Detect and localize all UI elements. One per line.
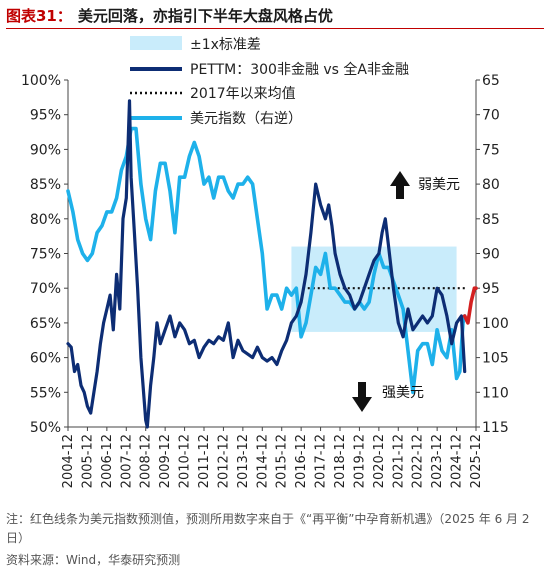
down-arrow-icon: [352, 382, 372, 412]
y-left-tick-label: 100%: [21, 73, 61, 89]
y-right-tick-label: 75: [482, 142, 500, 158]
x-tick-label: 2010-12: [178, 434, 193, 488]
y-right-tick-label: 65: [482, 73, 500, 89]
series-line: [66, 99, 467, 429]
legend-label: PETTM：300非金融 vs 全A非金融: [190, 61, 409, 78]
figure-title: 美元回落，亦指引下半年大盘风格占优: [77, 7, 333, 25]
x-tick-label: 2017-12: [314, 434, 329, 488]
y-left-tick-label: 65%: [30, 316, 61, 332]
y-left-tick-label: 70%: [30, 281, 61, 297]
y-right-tick-label: 105: [482, 351, 509, 367]
figure-number: 图表31：: [6, 7, 72, 25]
y-right-tick-label: 115: [482, 420, 509, 436]
y-left-tick-label: 75%: [30, 247, 61, 263]
y-left-tick-label: 80%: [30, 212, 61, 228]
x-tick-label: 2020-12: [372, 434, 387, 488]
y-right-tick-label: 110: [482, 385, 509, 401]
up-arrow-icon: [390, 171, 410, 199]
legend-label: 2017年以来均值: [190, 86, 296, 102]
series-line: [462, 286, 478, 325]
x-tick-label: 2004-12: [61, 434, 76, 488]
y-right-tick-label: 100: [482, 316, 509, 332]
figure-title-bar: 图表31： 美元回落，亦指引下半年大盘风格占优: [6, 4, 544, 29]
x-tick-label: 2013-12: [236, 434, 251, 488]
y-right-tick-label: 95: [482, 281, 500, 297]
x-tick-label: 2015-12: [275, 434, 290, 488]
legend-label: ±1x标准差: [190, 37, 261, 53]
chart-note: 注：红色线条为美元指数预测值，预测所用数字来自于《“再平衡”中孕育新机遇》（20…: [6, 512, 530, 545]
x-tick-label: 2011-12: [197, 434, 212, 488]
x-tick-label: 2006-12: [100, 434, 115, 488]
y-left-tick-label: 60%: [30, 351, 61, 367]
x-tick-label: 2016-12: [294, 434, 309, 488]
x-tick-label: 2019-12: [352, 434, 367, 488]
x-tick-label: 2012-12: [216, 434, 231, 488]
series-line: [66, 126, 467, 395]
weak-usd-label: 弱美元: [418, 177, 460, 193]
strong-usd-label: 强美元: [382, 385, 424, 401]
x-tick-label: 2025-12: [469, 434, 484, 488]
y-left-tick-label: 55%: [30, 385, 61, 401]
x-tick-label: 2018-12: [333, 434, 348, 488]
y-left-tick-label: 90%: [30, 142, 61, 158]
legend-label: 美元指数（右逆）: [190, 111, 302, 127]
y-left-tick-label: 50%: [30, 420, 61, 436]
legend-swatch-band: [130, 36, 182, 50]
series-layer: [66, 99, 478, 429]
y-left-tick-label: 85%: [30, 177, 61, 193]
x-tick-label: 2022-12: [411, 434, 426, 488]
y-right-tick-label: 70: [482, 108, 500, 124]
x-tick-label: 2009-12: [158, 434, 173, 488]
x-tick-label: 2007-12: [119, 434, 134, 488]
axes-layer: 50% 55% 60% 65% 70% 75% 80% 85% 90% 95% 100% 65 70 75…: [21, 73, 509, 488]
chart-source: 资料来源：Wind，华泰研究预测: [6, 553, 181, 567]
y-right-tick-label: 90: [482, 247, 500, 263]
y-right-tick-label: 80: [482, 177, 500, 193]
chart-legend: ±1x标准差 PETTM：300非金融 vs 全A非金融 2017年以来均值美元指数…: [130, 36, 409, 127]
y-right-tick-label: 85: [482, 212, 500, 228]
y-left-tick-label: 95%: [30, 108, 61, 124]
line-chart: ±1x标准差 PETTM：300非金融 vs 全A非金融 2017年以来均值美元指数…: [21, 36, 509, 488]
x-tick-label: 2021-12: [391, 434, 406, 488]
x-tick-label: 2005-12: [80, 434, 95, 488]
x-tick-label: 2023-12: [430, 434, 445, 488]
x-tick-label: 2008-12: [139, 434, 154, 488]
x-tick-label: 2014-12: [255, 434, 270, 488]
x-tick-label: 2024-12: [450, 434, 465, 488]
